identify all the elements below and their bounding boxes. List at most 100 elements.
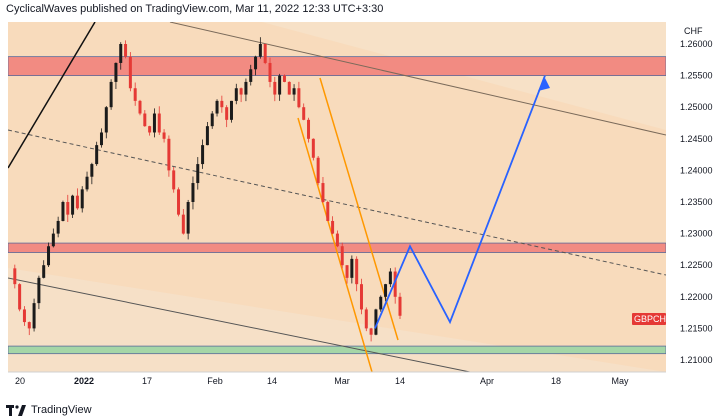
currency-label: CHF <box>684 26 703 36</box>
candle-body <box>162 132 166 139</box>
candle-body <box>258 44 262 57</box>
candle-body <box>374 309 378 335</box>
y-tick-label: 1.23000 <box>680 229 713 239</box>
footer: TradingView <box>6 404 92 416</box>
zone-resistance <box>8 56 666 76</box>
candle-body <box>225 107 229 120</box>
candle-body <box>215 100 219 114</box>
candle-body <box>119 44 123 63</box>
symbol-tag-label: GBPCHF <box>634 314 672 324</box>
candle-body <box>124 44 128 57</box>
candle-body <box>42 265 46 278</box>
candle-body <box>152 113 156 133</box>
candle-body <box>254 56 258 70</box>
candle-body <box>244 81 248 95</box>
candle-body <box>148 126 152 133</box>
x-tick-label: Mar <box>334 376 350 386</box>
candle-body <box>128 56 132 89</box>
candle-body <box>379 296 383 310</box>
candle-body <box>13 268 17 285</box>
candle-body <box>196 164 200 184</box>
x-tick-label: 18 <box>551 376 561 386</box>
candle-body <box>75 195 79 209</box>
symbol-tag <box>632 313 666 325</box>
candle-body <box>316 157 320 184</box>
candle-body <box>369 328 373 335</box>
candle-body <box>51 233 55 247</box>
channel-lower-line <box>8 277 471 372</box>
candle-body <box>167 138 171 171</box>
y-tick-label: 1.25500 <box>680 71 713 81</box>
candle-body <box>307 119 311 139</box>
candle-body <box>345 265 349 278</box>
channel-mid-line <box>8 129 666 276</box>
x-tick-label: 14 <box>395 376 405 386</box>
candle-body <box>172 170 176 190</box>
y-tick-label: 1.24500 <box>680 134 713 144</box>
candle-body <box>292 88 296 95</box>
price-axis <box>666 22 720 372</box>
candle-body <box>181 214 185 234</box>
candle-body <box>95 145 99 165</box>
candle-body <box>32 303 36 329</box>
x-tick-label: 20 <box>15 376 25 386</box>
x-tick-label: Apr <box>480 376 494 386</box>
candle-body <box>331 220 335 234</box>
publish-header: CyclicalWaves published on TradingView.c… <box>6 3 384 15</box>
y-tick-label: 1.25000 <box>680 102 713 112</box>
candle-body <box>47 246 51 266</box>
y-tick-label: 1.22500 <box>680 260 713 270</box>
zone-support <box>8 345 666 355</box>
candle-body <box>355 258 359 285</box>
x-tick-label: May <box>611 376 629 386</box>
falling-channel-lower <box>297 117 373 372</box>
candle-body <box>114 62 118 82</box>
channel-upper-line <box>169 22 666 136</box>
candle-body <box>326 202 330 221</box>
candle-body <box>364 309 368 329</box>
candle-body <box>297 88 301 108</box>
x-tick-label: 17 <box>142 376 152 386</box>
candle-body <box>104 107 108 133</box>
candle-body <box>388 271 392 285</box>
candle-body <box>350 258 354 278</box>
y-tick-label: 1.23500 <box>680 197 713 207</box>
candle-body <box>384 284 388 297</box>
candle-body <box>56 220 60 234</box>
candle-body <box>205 126 209 146</box>
candle-body <box>157 113 161 133</box>
candle-body <box>186 202 190 234</box>
candle-body <box>263 44 267 63</box>
candle-body <box>220 100 224 108</box>
candle-body <box>90 164 94 177</box>
x-tick-label: 14 <box>267 376 277 386</box>
candle-body <box>85 176 89 190</box>
candle-body <box>37 277 41 304</box>
candle-body <box>138 100 142 114</box>
y-tick-label: 1.21500 <box>680 323 713 333</box>
projection-arrowhead <box>538 78 550 91</box>
candle-body <box>393 271 397 297</box>
candle-body <box>22 309 26 323</box>
candle-body <box>61 202 65 221</box>
tradingview-logo-icon <box>6 404 26 416</box>
candle-body <box>398 296 402 316</box>
candle-body <box>191 183 195 202</box>
channel-fill-upper <box>8 22 666 372</box>
y-tick-label: 1.22000 <box>680 292 713 302</box>
candle-body <box>177 189 181 215</box>
candle-body <box>99 132 103 146</box>
candle-body <box>278 75 282 95</box>
candle-body <box>282 75 286 82</box>
candle-body <box>239 88 243 95</box>
x-tick-label: Feb <box>207 376 223 386</box>
candle-body <box>201 145 205 165</box>
candle-body <box>71 195 75 215</box>
y-tick-label: 1.26000 <box>680 39 713 49</box>
candle-body <box>340 246 344 266</box>
candle-body <box>311 138 315 158</box>
candle-body <box>18 284 22 310</box>
candle-body <box>27 322 31 329</box>
candle-body <box>133 88 137 101</box>
